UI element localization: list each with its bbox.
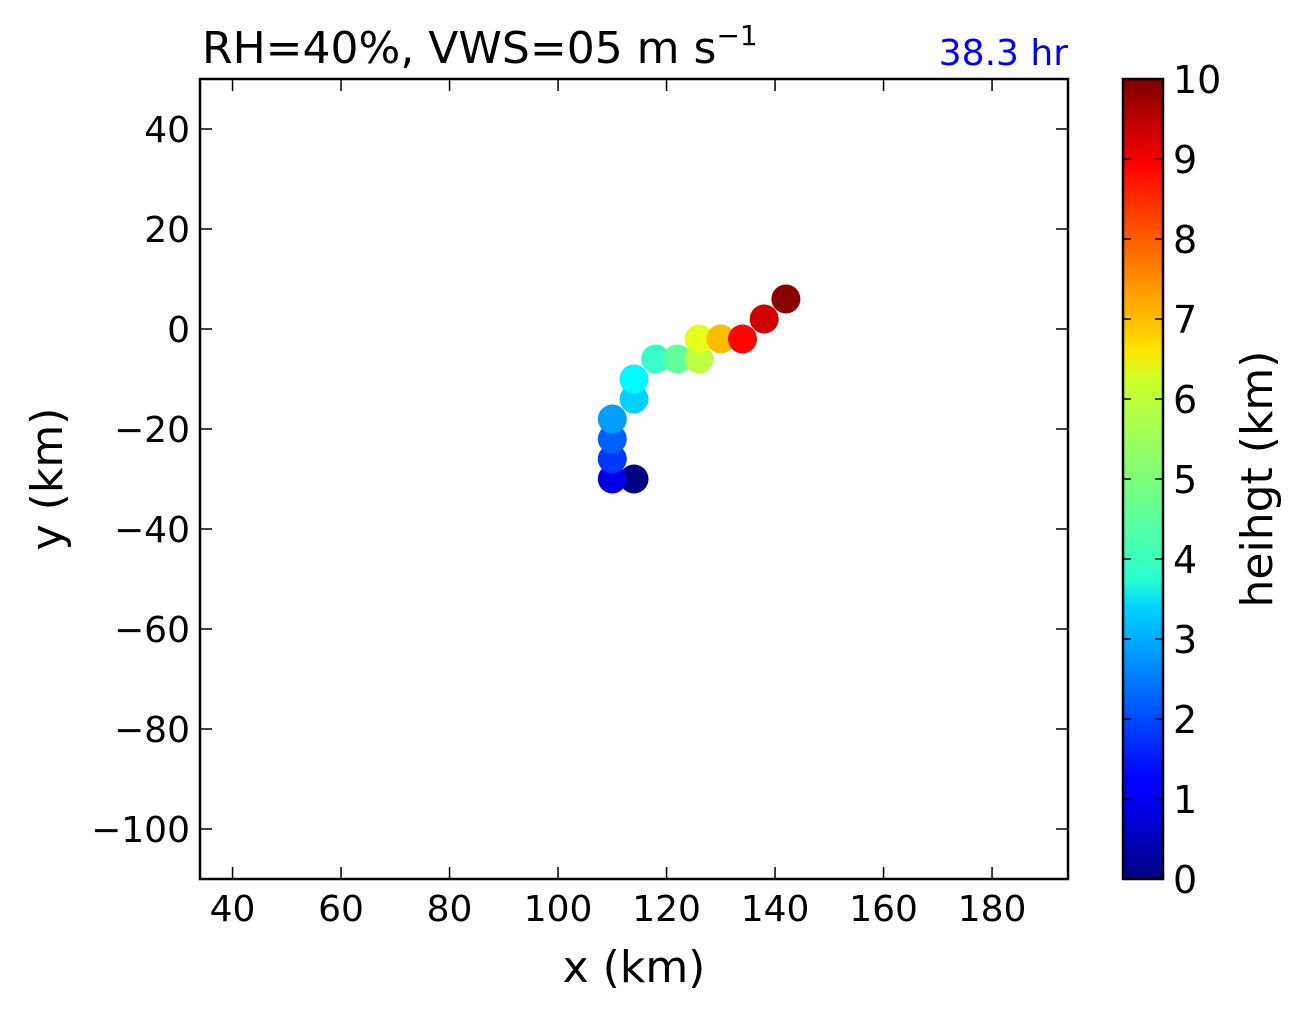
x-tick-label: 160 <box>849 889 918 930</box>
colorbar-ticks: 0 1 2 3 4 5 6 7 8 9 10 <box>1123 58 1221 902</box>
colorbar-tick-label: 8 <box>1173 218 1197 262</box>
data-point <box>706 324 736 354</box>
data-point <box>684 324 714 354</box>
data-points <box>597 284 801 494</box>
y-axis-ticks: 40 20 0 −20 −40 −60 −80 −100 <box>91 110 1068 851</box>
data-point <box>619 384 649 414</box>
data-point <box>771 284 801 314</box>
y-tick-label: −100 <box>91 810 190 851</box>
y-tick-label: −80 <box>114 710 190 751</box>
time-annotation: 38.3 hr <box>939 33 1068 74</box>
data-point <box>619 464 649 494</box>
x-tick-label: 60 <box>318 889 364 930</box>
colorbar-tick-label: 1 <box>1173 778 1197 822</box>
data-point <box>597 444 627 474</box>
data-point <box>597 404 627 434</box>
y-tick-label: −40 <box>114 510 190 551</box>
data-point <box>684 344 714 374</box>
x-tick-label: 40 <box>210 889 256 930</box>
y-tick-label: 40 <box>144 110 190 151</box>
data-point <box>597 424 627 454</box>
data-point <box>749 304 779 334</box>
x-tick-label: 120 <box>632 889 701 930</box>
colorbar-tick-label: 4 <box>1173 538 1197 582</box>
x-tick-label: 100 <box>524 889 593 930</box>
colorbar-tick-label: 2 <box>1173 698 1197 742</box>
x-axis-ticks: 40 60 80 100 120 140 160 180 <box>210 79 1027 930</box>
data-point <box>662 344 692 374</box>
y-axis-label: y (km) <box>22 408 73 551</box>
chart-title: RH=40%, VWS=05 m s−1 <box>202 19 758 74</box>
colorbar-tick-label: 9 <box>1173 138 1197 182</box>
colorbar-tick-label: 5 <box>1173 458 1197 502</box>
colorbar-tick-label: 10 <box>1173 58 1221 102</box>
data-point <box>619 364 649 394</box>
colorbar-tick-label: 0 <box>1173 858 1197 902</box>
y-tick-label: −20 <box>114 410 190 451</box>
y-tick-label: −60 <box>114 610 190 651</box>
x-tick-label: 180 <box>958 889 1027 930</box>
x-tick-label: 140 <box>741 889 810 930</box>
data-point <box>728 324 757 354</box>
y-tick-label: 20 <box>144 210 190 251</box>
colorbar-tick-label: 7 <box>1173 298 1197 342</box>
data-point <box>641 344 671 374</box>
y-tick-label: 0 <box>167 310 190 351</box>
x-axis-label: x (km) <box>563 942 706 993</box>
colorbar-tick-label: 6 <box>1173 378 1197 422</box>
x-tick-label: 80 <box>427 889 473 930</box>
colorbar-label: heihgt (km) <box>1232 351 1283 608</box>
data-point <box>597 464 627 494</box>
colorbar-tick-label: 3 <box>1173 618 1197 662</box>
